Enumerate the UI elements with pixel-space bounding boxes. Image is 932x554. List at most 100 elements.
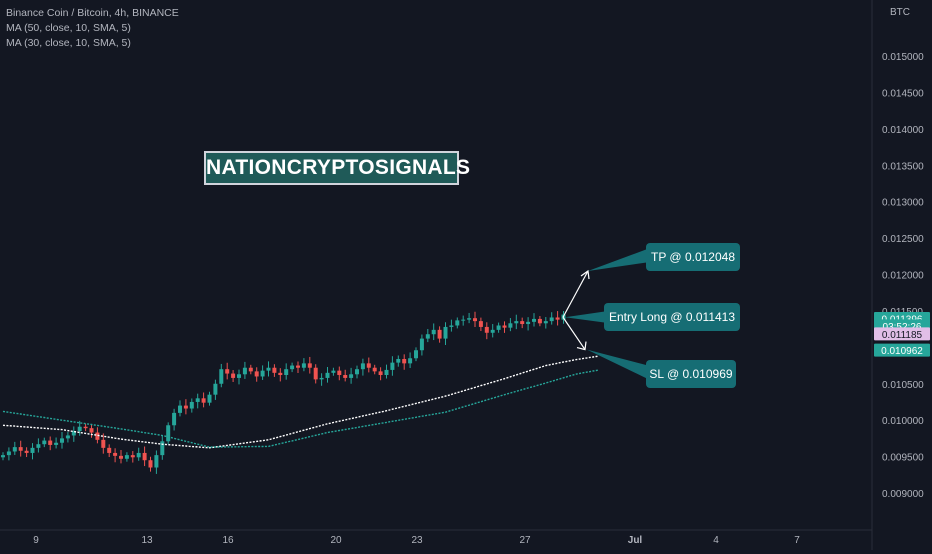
y-tick-label: 0.012500 — [882, 234, 924, 245]
price-label-bg — [874, 343, 930, 357]
y-tick-label: 0.013000 — [882, 198, 924, 209]
candle-body — [402, 358, 407, 364]
candle-body — [278, 372, 283, 376]
candle-body — [183, 405, 188, 409]
candle-body — [119, 455, 123, 459]
y-tick-label: 0.010000 — [882, 416, 924, 427]
candle-body — [490, 329, 495, 333]
tp-callout: TP @ 0.012048 — [646, 243, 740, 271]
candle-body — [231, 373, 236, 378]
candle-body — [148, 460, 153, 468]
y-tick-label: 0.013500 — [882, 161, 924, 172]
candle-body — [343, 375, 348, 378]
x-tick-label: 23 — [411, 535, 423, 546]
y-tick-label: 0.012000 — [882, 271, 924, 282]
x-tick-label: 16 — [222, 535, 234, 546]
candle-body — [83, 426, 88, 429]
candle-body — [307, 363, 312, 368]
candle-body — [36, 444, 41, 448]
candle-body — [355, 369, 359, 375]
candle-body — [124, 455, 129, 459]
candle-body — [543, 321, 548, 324]
ma30-legend: MA (30, close, 10, SMA, 5) — [6, 37, 131, 49]
candle-body — [160, 441, 165, 456]
candle-body — [189, 401, 194, 409]
candle-body — [18, 447, 23, 451]
candle-body — [242, 367, 247, 375]
candle-body — [89, 428, 94, 433]
tp-arrow — [562, 270, 589, 318]
candle-body — [30, 447, 35, 453]
candle-body — [178, 405, 182, 413]
symbol-title: Binance Coin / Bitcoin, 4h, BINANCE — [6, 7, 179, 19]
candle-body — [508, 323, 513, 328]
candle-body — [449, 325, 454, 327]
candle-body — [555, 317, 560, 320]
candle-body — [478, 321, 483, 327]
candle-body — [337, 370, 342, 376]
candle-body — [532, 318, 536, 322]
x-tick-label: Jul — [628, 535, 643, 546]
candle-body — [77, 426, 82, 432]
candle-body — [419, 338, 424, 351]
y-tick-label: 0.010500 — [882, 380, 924, 391]
chart-legend: Binance Coin / Bitcoin, 4h, BINANCE MA (… — [6, 6, 179, 51]
entry-callout-pointer — [565, 311, 608, 323]
price-label: 03:52:26 — [883, 322, 922, 333]
candle-body — [48, 440, 53, 445]
x-tick-label: 20 — [330, 535, 342, 546]
price-label: 0.010962 — [881, 346, 923, 357]
candle-body — [319, 377, 324, 380]
x-tick-label: 7 — [794, 535, 800, 546]
x-tick-label: 27 — [519, 535, 531, 546]
candle-body — [372, 367, 377, 372]
candle-body — [54, 442, 59, 445]
y-tick-label: 0.009000 — [882, 489, 924, 500]
y-tick-label: 0.014500 — [882, 88, 924, 99]
candle-body — [225, 369, 230, 374]
candle-body — [237, 374, 241, 378]
sl-callout: SL @ 0.010969 — [646, 360, 736, 388]
sl-arrowhead — [576, 341, 587, 351]
candle-body — [65, 435, 70, 439]
candle-body — [325, 372, 330, 378]
candle-body — [142, 452, 147, 461]
candle-body — [136, 452, 141, 458]
candle-body — [113, 452, 118, 456]
candle-body — [296, 365, 300, 368]
candle-body — [484, 326, 489, 333]
tp-callout-pointer — [588, 248, 650, 272]
candle-body — [437, 329, 442, 339]
candle-body — [467, 318, 472, 320]
candle-body — [284, 369, 289, 376]
currency-label: BTC — [890, 7, 910, 18]
candle-body — [6, 451, 11, 456]
watermark-text: NATIONCRYPTOSIGNALS — [204, 151, 470, 185]
sl-arrow — [562, 316, 586, 350]
x-tick-label: 4 — [713, 535, 719, 546]
candle-body — [366, 363, 371, 368]
candle-body — [1, 455, 5, 458]
candle-body — [260, 370, 265, 377]
candle-body — [130, 455, 135, 458]
candle-body — [390, 362, 395, 370]
price-label: 0.011185 — [882, 330, 923, 341]
candle-body — [431, 329, 436, 335]
candle-body — [166, 425, 171, 442]
candle-body — [266, 367, 271, 371]
y-tick-label: 0.015000 — [882, 52, 924, 63]
candle-body — [195, 398, 200, 402]
candle-body — [473, 318, 477, 322]
x-tick-label: 13 — [141, 535, 153, 546]
candle-body — [213, 383, 218, 395]
ma50-line — [2, 355, 599, 449]
candle-body — [360, 363, 365, 370]
candle-body — [502, 325, 507, 328]
candle-body — [496, 325, 501, 330]
candle-body — [42, 440, 47, 445]
candle-body — [107, 447, 112, 453]
candle-body — [537, 318, 542, 324]
candle-body — [154, 455, 159, 468]
